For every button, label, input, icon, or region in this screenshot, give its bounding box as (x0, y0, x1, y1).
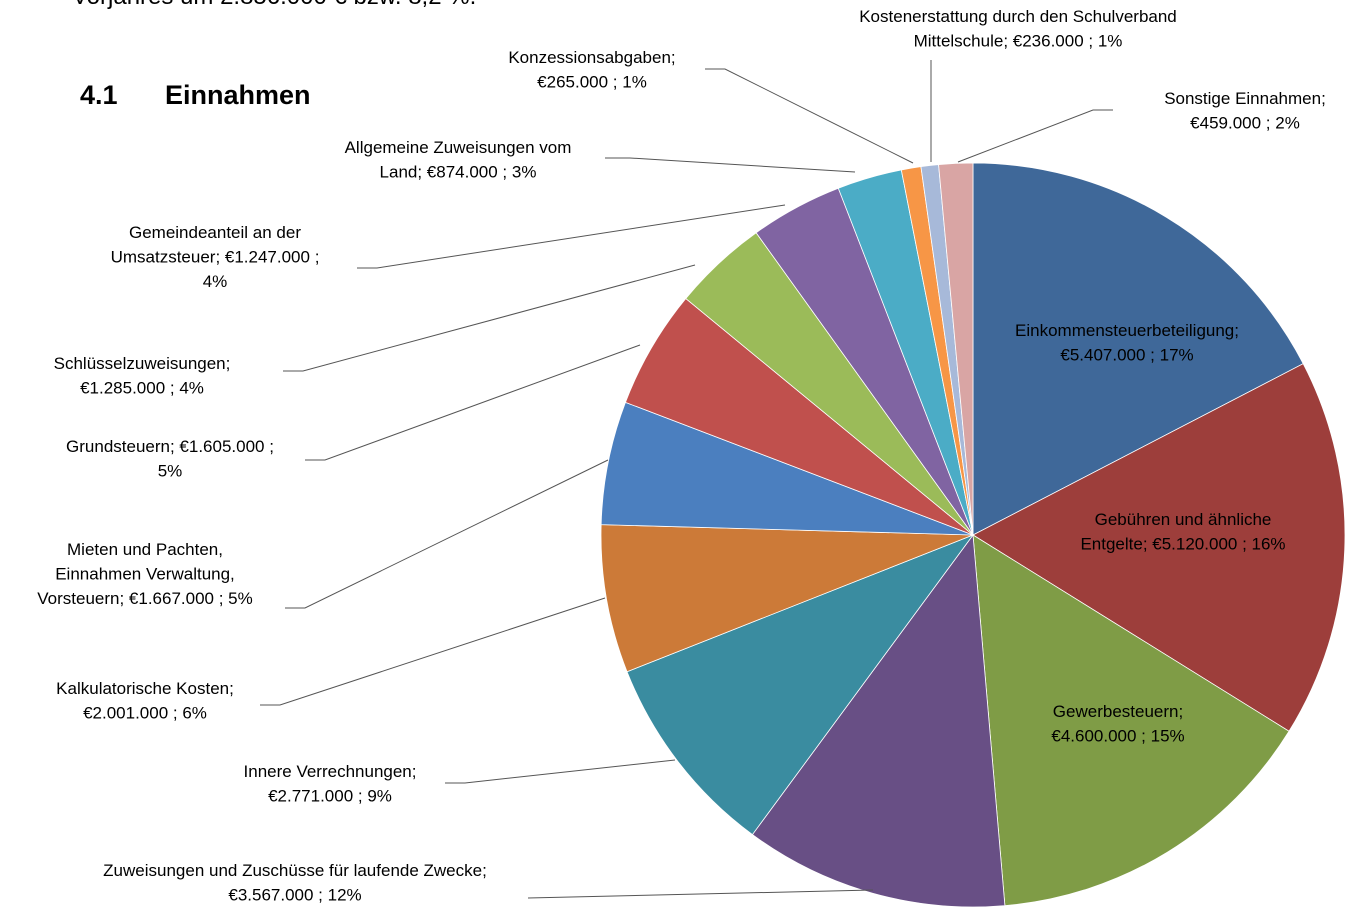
leader-line (605, 157, 856, 173)
data-label: Vorsteuern; €1.667.000 ; 5% (37, 589, 253, 608)
leader-line (357, 204, 786, 269)
pie-slice (626, 534, 975, 836)
data-label: €2.001.000 ; 6% (83, 704, 207, 723)
data-label: €4.600.000 ; 15% (1051, 727, 1184, 746)
data-label: Konzessionsabgaben; (508, 48, 675, 67)
data-label: Sonstige Einnahmen; (1164, 89, 1326, 108)
data-label: 4% (203, 272, 228, 291)
data-label: 5% (158, 462, 183, 481)
data-label: Gebühren und ähnliche (1095, 510, 1272, 529)
data-label: €265.000 ; 1% (537, 73, 647, 92)
data-label: Umsatzsteuer; €1.247.000 ; (111, 248, 320, 267)
pie-slice (600, 524, 974, 673)
section-title: Einnahmen (165, 80, 311, 110)
data-label: Schlüsselzuweisungen; (54, 354, 231, 373)
intro-text: Vorjahres um 2.856.000 € bzw. 8,2 %. (72, 0, 476, 10)
data-label: Allgemeine Zuweisungen vom (345, 138, 572, 157)
leader-line (260, 597, 606, 706)
leader-line (305, 344, 641, 461)
leader-line (283, 264, 696, 372)
data-label: €2.771.000 ; 9% (268, 787, 392, 806)
data-label: €459.000 ; 2% (1190, 114, 1300, 133)
leader-line (527, 889, 874, 899)
data-label: Mittelschule; €236.000 ; 1% (914, 32, 1123, 51)
section-number: 4.1 (80, 80, 118, 110)
data-label: Zuweisungen und Zuschüsse für laufende Z… (103, 861, 487, 880)
leader-line (957, 109, 1113, 163)
data-label: Einkommensteuerbeteiligung; (1015, 321, 1239, 340)
data-label: Gemeindeanteil an der (129, 223, 301, 242)
data-label: Land; €874.000 ; 3% (380, 163, 537, 182)
leader-line (285, 459, 609, 609)
pie-slice (938, 162, 974, 536)
data-label: Innere Verrechnungen; (244, 762, 417, 781)
leader-line (705, 68, 914, 164)
data-label: €3.567.000 ; 12% (228, 886, 361, 905)
pie-slice (972, 363, 1346, 732)
data-label: Kostenerstattung durch den Schulverband (859, 7, 1177, 26)
data-label: Kalkulatorische Kosten; (56, 679, 234, 698)
leader-line (445, 759, 676, 784)
data-label: Mieten und Pachten, (67, 540, 223, 559)
data-label: Einnahmen Verwaltung, (55, 565, 235, 584)
data-label: Grundsteuern; €1.605.000 ; (66, 437, 274, 456)
pie-slice (972, 162, 1304, 536)
data-label: €5.407.000 ; 17% (1060, 346, 1193, 365)
data-label: Entgelte; €5.120.000 ; 16% (1080, 535, 1285, 554)
data-label: €1.285.000 ; 4% (80, 379, 204, 398)
data-label: Gewerbesteuern; (1053, 702, 1183, 721)
pie-slice (972, 534, 1290, 907)
